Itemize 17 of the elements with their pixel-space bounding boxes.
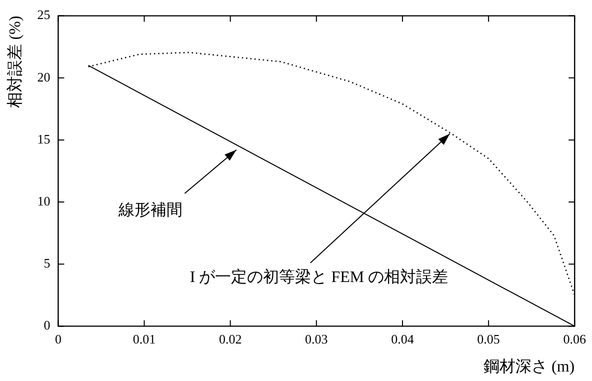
x-tick-label: 0.05	[477, 331, 500, 346]
y-tick-label: 15	[37, 131, 50, 146]
x-tick-label: 0.03	[305, 331, 328, 346]
y-tick-label: 0	[44, 318, 50, 333]
y-tick-label: 25	[37, 7, 50, 22]
x-tick-label: 0.01	[132, 331, 156, 346]
x-tick-label: 0.06	[563, 331, 586, 346]
x-axis-title: 鋼材深さ (m)	[484, 358, 575, 376]
y-axis-title: 相対誤差 (%)	[6, 16, 24, 108]
annotation: 線形補間	[117, 200, 182, 219]
x-tick-label: 0	[54, 331, 62, 346]
y-tick-label: 10	[37, 193, 50, 208]
y-tick-label: 20	[37, 69, 50, 84]
x-tick-label: 0.02	[218, 331, 242, 346]
x-tick-label: 0.04	[391, 331, 414, 346]
y-tick-label: 5	[44, 256, 50, 271]
annotation: I が一定の初等梁と FEM の相対誤差	[190, 268, 448, 286]
